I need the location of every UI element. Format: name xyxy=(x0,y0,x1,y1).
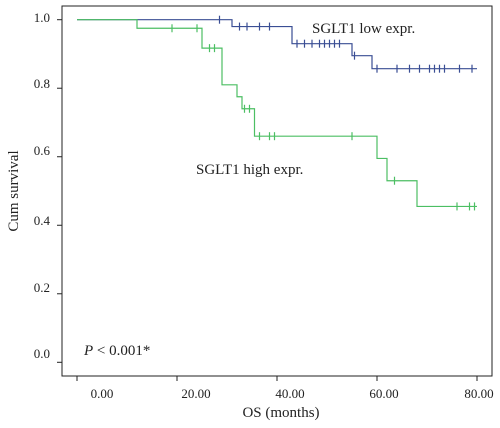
y-tick-label-4: 0.8 xyxy=(34,76,50,91)
p-value-annotation: P < 0.001* xyxy=(83,343,150,359)
survival-curve-1 xyxy=(77,19,477,208)
series-label-low: SGLT1 low expr. xyxy=(312,21,415,37)
y-tick-label-5: 1.0 xyxy=(34,10,50,25)
y-tick-label-1: 0.2 xyxy=(34,280,50,295)
series-label-high: SGLT1 high expr. xyxy=(196,162,303,178)
y-tick-label-3: 0.6 xyxy=(34,143,51,158)
x-tick-label-4: 80.00 xyxy=(464,386,493,401)
x-tick-label-1: 20.00 xyxy=(181,386,210,401)
plot-frame xyxy=(61,5,493,377)
y-tick-label-0: 0.0 xyxy=(34,346,50,361)
x-tick-label-3: 60.00 xyxy=(369,386,398,401)
y-axis-label: Cum survival xyxy=(6,150,22,231)
p-value-symbol: P xyxy=(83,343,93,359)
x-tick-label-0: 0.00 xyxy=(91,386,114,401)
survival-curves xyxy=(77,15,477,211)
x-axis-label: OS (months) xyxy=(242,405,319,421)
axis-ticks xyxy=(57,19,478,381)
x-tick-label-2: 40.00 xyxy=(275,386,304,401)
survival-curve-0 xyxy=(77,19,477,70)
y-tick-label-2: 0.4 xyxy=(34,213,51,228)
p-value-text: < 0.001* xyxy=(93,343,150,359)
